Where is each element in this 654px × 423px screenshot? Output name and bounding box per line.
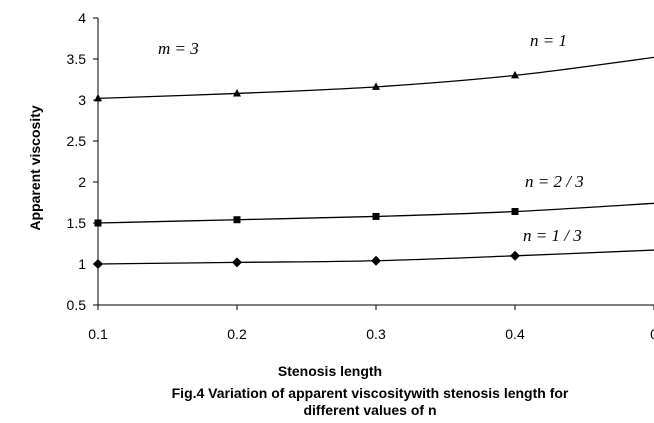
annotation-n-1: n = 1 — [530, 31, 567, 50]
marker-square — [233, 216, 241, 224]
marker-square — [372, 212, 380, 220]
chart: 0.5 1 1.5 2 2.5 3 3.5 4 0.1 0.2 0.3 0.4 0 Stenosis … — [27, 10, 654, 379]
y-tick-labels: 0.5 1 1.5 2 2.5 3 3.5 4 — [67, 10, 87, 313]
marker-triangle — [511, 70, 519, 79]
x-tick-labels: 0.1 0.2 0.3 0.4 0 — [88, 326, 654, 342]
y-tick-label: 3.5 — [67, 51, 87, 67]
x-tick-label: 0.1 — [88, 326, 108, 342]
y-tick-label: 2 — [78, 174, 86, 190]
axes — [93, 17, 654, 310]
x-axis-title: Stenosis length — [278, 363, 382, 379]
y-tick-label: 0.5 — [67, 297, 87, 313]
marker-diamond — [93, 259, 103, 269]
y-tick-label: 1 — [78, 256, 86, 272]
y-axis-title: Apparent viscosity — [27, 105, 43, 230]
series-line-triangle — [97, 56, 654, 100]
marker-square — [94, 219, 102, 227]
marker-diamond — [510, 250, 520, 261]
annotation-n-1-3: n = 1 / 3 — [523, 226, 582, 245]
marker-diamond — [232, 257, 242, 268]
figure-caption-line1: Fig.4 Variation of apparent viscositywit… — [171, 385, 569, 401]
annotation-n-2-3: n = 2 / 3 — [525, 172, 584, 191]
y-tick-label: 3 — [78, 92, 86, 108]
marker-triangle — [94, 93, 102, 102]
figure-caption-line2: different values of n — [303, 402, 437, 418]
annotation-m: m = 3 — [158, 39, 199, 58]
y-tick-label: 4 — [78, 10, 86, 26]
marker-diamond — [371, 255, 381, 266]
marker-triangle — [233, 88, 241, 97]
y-tick-label: 2.5 — [67, 133, 87, 149]
marker-square — [511, 208, 519, 216]
x-tick-label: 0 — [650, 326, 654, 342]
x-tick-label: 0.3 — [366, 326, 386, 342]
series-markers — [93, 70, 520, 269]
x-tick-label: 0.4 — [505, 326, 525, 342]
marker-triangle — [372, 82, 380, 90]
y-tick-label: 1.5 — [67, 215, 87, 231]
x-tick-label: 0.2 — [227, 326, 247, 342]
